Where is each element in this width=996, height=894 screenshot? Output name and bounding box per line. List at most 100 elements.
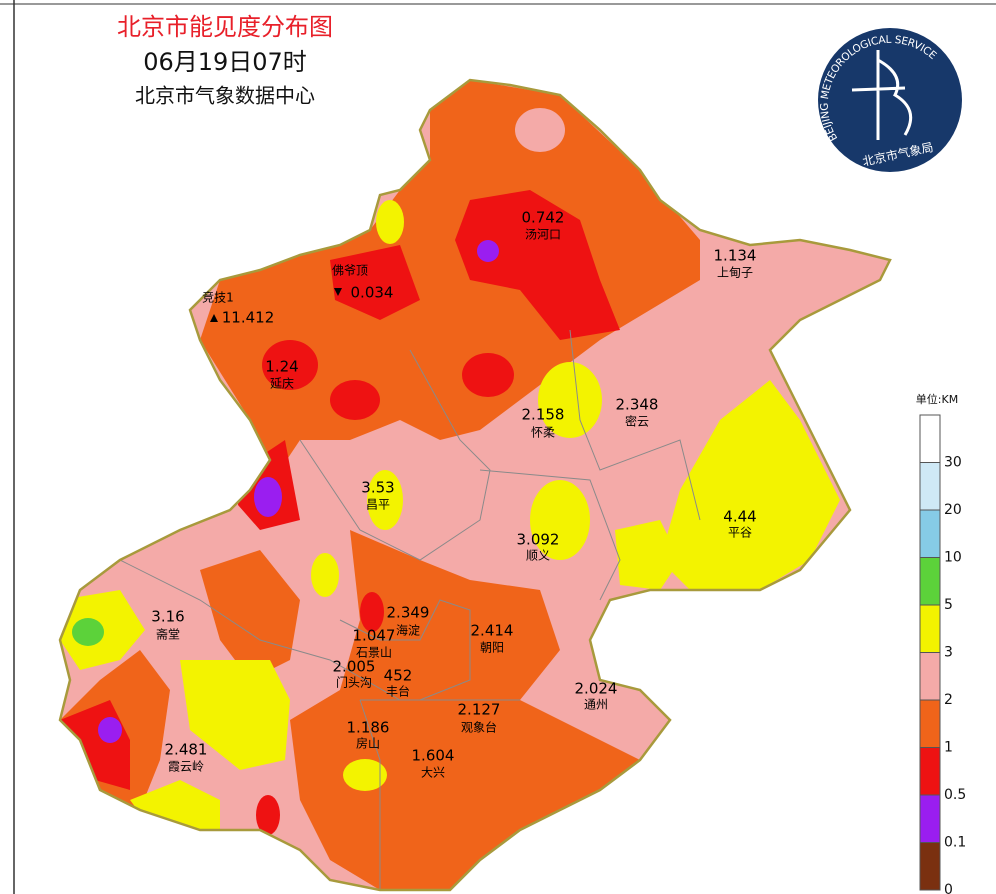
zone-pink [515, 108, 565, 152]
source: 北京市气象数据中心 [135, 84, 315, 108]
station-value: 3.53 [361, 479, 394, 497]
zone-green [72, 618, 104, 646]
legend-label: 20 [944, 502, 962, 518]
station-value: 1.604 [412, 747, 455, 765]
station-marker [210, 314, 218, 322]
zone-yellow [530, 480, 590, 560]
station-name: 汤河口 [525, 228, 561, 242]
station-name: 昌平 [366, 498, 390, 512]
legend-swatch [919, 557, 941, 606]
station: 0.034 佛爷顶 [332, 264, 393, 302]
zone-red [330, 245, 420, 320]
station-name: 观象台 [461, 720, 497, 735]
station-name: 佛爷顶 [332, 264, 368, 278]
station-name: 斋堂 [156, 627, 180, 642]
station-value: 452 [384, 667, 413, 685]
district-border [299, 349, 491, 561]
zone-yellow [311, 553, 339, 597]
station-value: 1.134 [714, 247, 757, 265]
zone-red [455, 190, 620, 340]
time: 06月19日07时 [143, 48, 307, 76]
station-name: 大兴 [421, 766, 445, 780]
station-value: 3.092 [517, 531, 560, 549]
legend-swatch [919, 414, 941, 463]
station-value: 2.414 [471, 622, 514, 640]
logo: BEIJING METEOROLOGICAL SERVICE 北京市气象局 [815, 25, 965, 175]
station-value: 2.481 [165, 741, 208, 759]
station-name: 海淀 [396, 623, 420, 638]
zone-yellow [615, 520, 680, 590]
zone-red [360, 592, 384, 632]
legend-label: 10 [944, 550, 962, 566]
legend-unit: 单位:KM [916, 392, 958, 406]
station-value: 0.034 [351, 284, 394, 302]
station-name: 竞技1 [202, 291, 234, 305]
logo-disc [818, 28, 962, 172]
district-border [339, 599, 471, 701]
station-name: 上甸子 [717, 266, 753, 280]
zone-orange [200, 550, 300, 680]
station-name: 门头沟 [336, 675, 372, 690]
legend-label: 3 [944, 645, 953, 661]
station-value: 2.158 [522, 406, 565, 424]
zone-yellow [343, 759, 387, 791]
legend-swatch [919, 699, 941, 748]
zone-yellow [538, 362, 602, 438]
station: 2.158 怀柔 [522, 406, 565, 440]
title: 北京市能见度分布图 [117, 13, 333, 41]
zone-purple [98, 717, 122, 743]
legend-swatch [919, 462, 941, 511]
district-border [479, 469, 621, 601]
station-name: 顺义 [526, 549, 550, 563]
legend-swatch [919, 652, 941, 701]
legend-label: 1 [944, 740, 953, 756]
legend: 单位:KM 30 20 10 5 3 2 1 0.5 0.1 0 [916, 392, 966, 894]
station-value: 2.127 [458, 701, 501, 719]
station-value: 1.186 [347, 719, 390, 737]
zone-purple [254, 477, 282, 517]
zone-red [330, 380, 380, 420]
station-name: 霞云岭 [168, 760, 204, 774]
station-value: 0.742 [522, 209, 565, 227]
legend-label: 0 [944, 882, 953, 894]
legend-swatch [919, 509, 941, 558]
legend-swatch [919, 604, 941, 653]
zone-red [262, 340, 318, 390]
station-name: 密云 [625, 414, 649, 429]
station-marker [334, 288, 342, 296]
station-value: 1.047 [353, 627, 396, 645]
station-name: 通州 [584, 698, 608, 712]
header: 北京市能见度分布图 06月19日07时 北京市气象数据中心 [117, 13, 333, 108]
zone-yellow [376, 200, 404, 244]
station-name: 平谷 [728, 526, 752, 540]
station-value: 2.348 [616, 396, 659, 414]
district-border [359, 699, 381, 890]
legend-label: 30 [944, 455, 962, 471]
legend-swatch [919, 747, 941, 796]
district-border [119, 559, 520, 701]
station-name: 房山 [356, 736, 380, 751]
legend-label: 2 [944, 692, 953, 708]
district-border [569, 329, 701, 521]
station-value: 3.16 [151, 608, 184, 626]
station-value: 2.005 [333, 658, 376, 676]
logo-emblem [851, 50, 913, 140]
zone-purple [477, 240, 499, 262]
